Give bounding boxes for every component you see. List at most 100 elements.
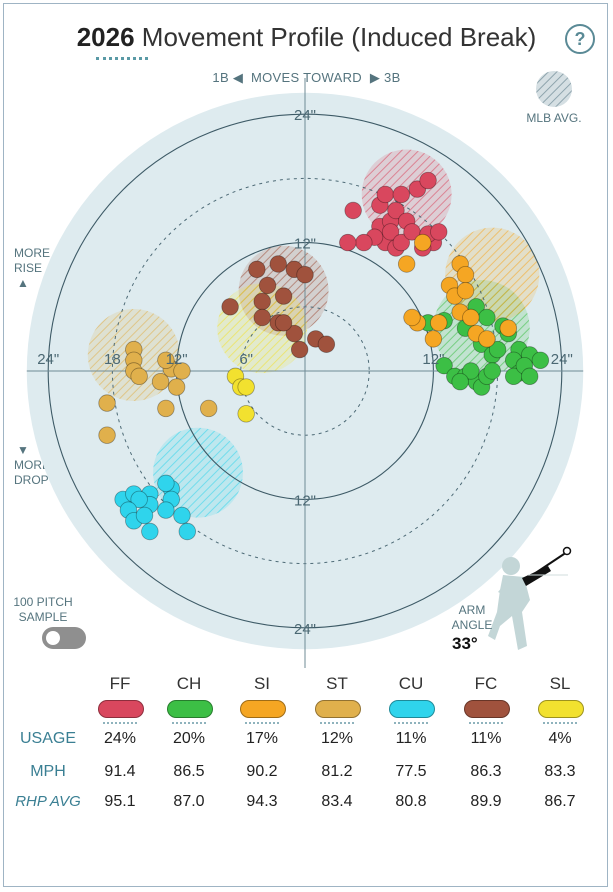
title-year[interactable]: 2026 <box>76 22 135 52</box>
point-fc <box>253 308 271 327</box>
pitcher-silhouette-icon <box>488 546 572 650</box>
pitch-color-pill-ch[interactable] <box>167 700 213 718</box>
pitch-code-sl[interactable]: SL <box>549 674 571 693</box>
ring-label-9: 24" <box>551 351 573 368</box>
point-fc <box>274 314 293 332</box>
left-arrow-icon: ◀ <box>232 70 244 85</box>
pitch-code-fc[interactable]: FC <box>474 674 498 693</box>
usage-ff: 24% <box>103 730 137 747</box>
pitch-pill-underline-st <box>320 722 354 724</box>
pitch-code-st[interactable]: ST <box>326 674 348 693</box>
point-ff <box>387 201 405 220</box>
point-ch <box>521 367 539 386</box>
pitch-color-pill-sl[interactable] <box>538 700 584 718</box>
point-ch <box>462 362 480 380</box>
ring-label-3: 24" <box>294 621 316 638</box>
mph-row-label: MPH <box>30 763 66 780</box>
rhp-avg-sl: 86.7 <box>544 793 576 810</box>
point-cu <box>141 522 159 541</box>
usage-cu: 11% <box>395 730 427 747</box>
more-rise-line1: MORE <box>14 246 50 260</box>
pitch-color-pill-si[interactable] <box>240 700 286 718</box>
point-cu <box>157 474 175 493</box>
rhp-avg-fc: 89.9 <box>470 793 502 810</box>
pitch-pill-underline-sl <box>543 722 577 724</box>
point-ff <box>419 171 437 190</box>
point-si <box>414 233 432 252</box>
point-ch <box>488 340 507 359</box>
point-st <box>98 426 116 444</box>
pitch-pill-underline-ch <box>172 722 206 724</box>
pitch-pill-underline-si <box>245 722 279 724</box>
arm-angle-value: 33° <box>452 634 478 653</box>
pitch-color-pill-cu[interactable] <box>389 700 435 718</box>
point-ff <box>355 233 373 252</box>
ring-label-6: 12" <box>166 351 188 368</box>
pitch-color-pill-st[interactable] <box>315 700 361 718</box>
point-fc <box>317 335 336 353</box>
point-fc <box>248 260 266 279</box>
more-drop-label: ▼ MORE DROP <box>14 443 50 488</box>
usage-ch: 20% <box>172 730 206 747</box>
point-st <box>157 399 175 418</box>
sample-label: 100 PITCH SAMPLE <box>8 595 78 625</box>
arm-angle-line2: ANGLE <box>451 618 493 632</box>
rhp-avg-si: 94.3 <box>246 793 278 810</box>
sample-toggle[interactable] <box>42 627 86 649</box>
point-ch <box>531 351 550 370</box>
mlb-avg-key-icon <box>536 71 572 107</box>
mph-ch: 86.5 <box>173 763 205 780</box>
rhp-avg-cu: 80.8 <box>395 793 427 810</box>
point-sl <box>237 378 255 396</box>
up-arrow-icon: ▲ <box>17 276 29 290</box>
pitch-code-ch[interactable]: CH <box>176 674 202 693</box>
mph-cu: 77.5 <box>395 763 427 780</box>
point-ff <box>381 223 400 241</box>
more-rise-label: MORE RISE ▲ <box>14 246 50 291</box>
year-dropdown-underline <box>96 57 148 60</box>
pitch-color-pill-ff[interactable] <box>98 700 144 718</box>
point-ff <box>430 223 448 241</box>
point-si <box>397 255 416 273</box>
direction-middle: MOVES TOWARD <box>251 70 362 85</box>
card-frame <box>3 3 608 887</box>
point-ff <box>376 185 394 204</box>
usage-sl: 4% <box>548 730 572 747</box>
mph-si: 90.2 <box>246 763 278 780</box>
point-sl <box>237 405 255 423</box>
sample-line2: SAMPLE <box>18 610 68 624</box>
point-cu <box>135 506 154 525</box>
pitch-color-pill-fc[interactable] <box>464 700 510 718</box>
pitch-code-si[interactable]: SI <box>253 674 271 693</box>
point-fc <box>253 292 271 311</box>
ring-label-7: 6" <box>239 351 253 368</box>
point-si <box>462 308 480 327</box>
more-rise-line2: RISE <box>14 261 43 275</box>
point-si <box>424 330 443 348</box>
point-si <box>403 308 421 327</box>
ring-label-5: 18 <box>104 351 121 368</box>
pitch-pill-underline-cu <box>394 722 428 724</box>
point-fc <box>269 255 287 273</box>
pitch-pill-underline-fc <box>469 722 503 724</box>
right-arrow-icon: ▶ <box>369 70 381 85</box>
point-ff <box>339 233 357 252</box>
pitch-code-ff[interactable]: FF <box>109 674 131 693</box>
direction-left: 1B <box>212 70 229 85</box>
point-ch <box>451 373 469 391</box>
avg-zone-sl <box>217 283 308 374</box>
arm-angle-label: ARM ANGLE <box>444 603 500 633</box>
point-fc <box>296 266 314 284</box>
pitch-code-cu[interactable]: CU <box>398 674 424 693</box>
title-text: Movement Profile (Induced Break) <box>141 22 537 52</box>
point-fc <box>274 287 293 305</box>
help-button[interactable]: ? <box>565 24 595 54</box>
point-ch <box>483 362 501 380</box>
sample-line1: 100 PITCH <box>13 595 73 609</box>
point-si <box>456 282 475 300</box>
point-cu <box>173 506 191 525</box>
direction-legend: 1B ◀ MOVES TOWARD ▶ 3B <box>0 70 613 86</box>
point-cu <box>130 490 148 509</box>
point-st <box>151 373 170 391</box>
